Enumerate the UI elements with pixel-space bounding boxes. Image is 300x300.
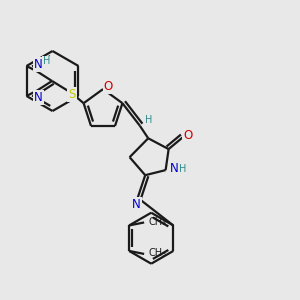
Text: CH₃: CH₃ <box>148 248 166 258</box>
Text: CH₃: CH₃ <box>148 217 166 226</box>
Text: O: O <box>104 80 113 93</box>
Text: H: H <box>145 115 152 125</box>
Text: N: N <box>34 91 43 104</box>
Text: S: S <box>68 88 76 101</box>
Text: N: N <box>132 198 141 211</box>
Text: N: N <box>34 58 43 71</box>
Text: O: O <box>183 129 192 142</box>
Text: H: H <box>43 56 51 67</box>
Text: H: H <box>179 164 187 174</box>
Text: N: N <box>170 162 179 175</box>
